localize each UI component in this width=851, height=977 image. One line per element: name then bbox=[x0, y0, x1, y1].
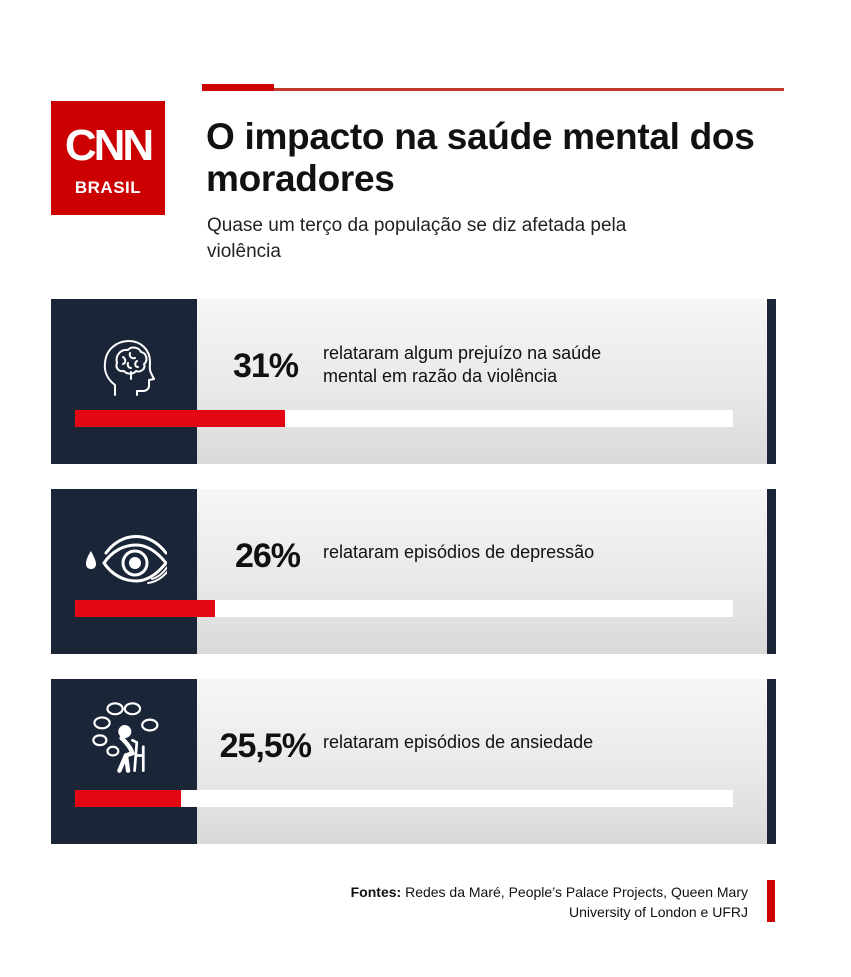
source-text: Redes da Maré, People’s Palace Projects,… bbox=[405, 884, 748, 920]
cnn-brasil-logo: CNN BRASIL bbox=[51, 101, 165, 215]
bar-track bbox=[75, 410, 733, 427]
percent-value: 25,5% bbox=[219, 727, 312, 765]
card-edge bbox=[767, 299, 776, 464]
stat-description: relataram algum prejuízo na saúde mental… bbox=[323, 343, 602, 386]
stat-card-3: 25,5% relataram episódios de ansiedade bbox=[51, 679, 776, 844]
source-rule bbox=[767, 880, 775, 922]
card-edge bbox=[767, 489, 776, 654]
bar-track bbox=[75, 790, 733, 807]
page-title: O impacto na saúde mental dos moradores bbox=[206, 116, 755, 199]
anxious-person-icon bbox=[92, 702, 159, 773]
icon-panel bbox=[51, 299, 197, 464]
top-rule bbox=[202, 88, 784, 91]
card-body bbox=[197, 679, 767, 844]
source-label: Fontes: bbox=[350, 884, 402, 900]
icon-panel bbox=[51, 679, 197, 844]
top-rule-accent bbox=[202, 84, 274, 91]
percent-value: 31% bbox=[232, 347, 299, 385]
bar-fill bbox=[75, 600, 215, 617]
card-body bbox=[197, 299, 767, 464]
icon-panel bbox=[51, 489, 197, 654]
bar-fill bbox=[75, 790, 181, 807]
logo-wordmark: CNN bbox=[64, 121, 154, 170]
page-subtitle: Quase um terço da população se diz afeta… bbox=[207, 215, 627, 262]
stat-description: relataram episódios de depressão bbox=[323, 542, 595, 562]
card-body bbox=[197, 489, 767, 654]
stat-card-2: 26% relataram episódios de depressão bbox=[51, 489, 776, 654]
logo-subtitle: BRASIL bbox=[74, 178, 142, 197]
stat-description: relataram episódios de ansiedade bbox=[323, 732, 594, 752]
stat-card-1: 31% relataram algum prejuízo na saúde me… bbox=[51, 299, 776, 464]
bar-track bbox=[75, 600, 733, 617]
crying-eye-icon bbox=[86, 535, 167, 584]
source-note: Fontes: Redes da Maré, People’s Palace P… bbox=[340, 882, 748, 922]
percent-value: 26% bbox=[234, 537, 301, 575]
bar-fill bbox=[75, 410, 285, 427]
card-edge bbox=[767, 679, 776, 844]
brain-head-icon bbox=[103, 340, 155, 396]
